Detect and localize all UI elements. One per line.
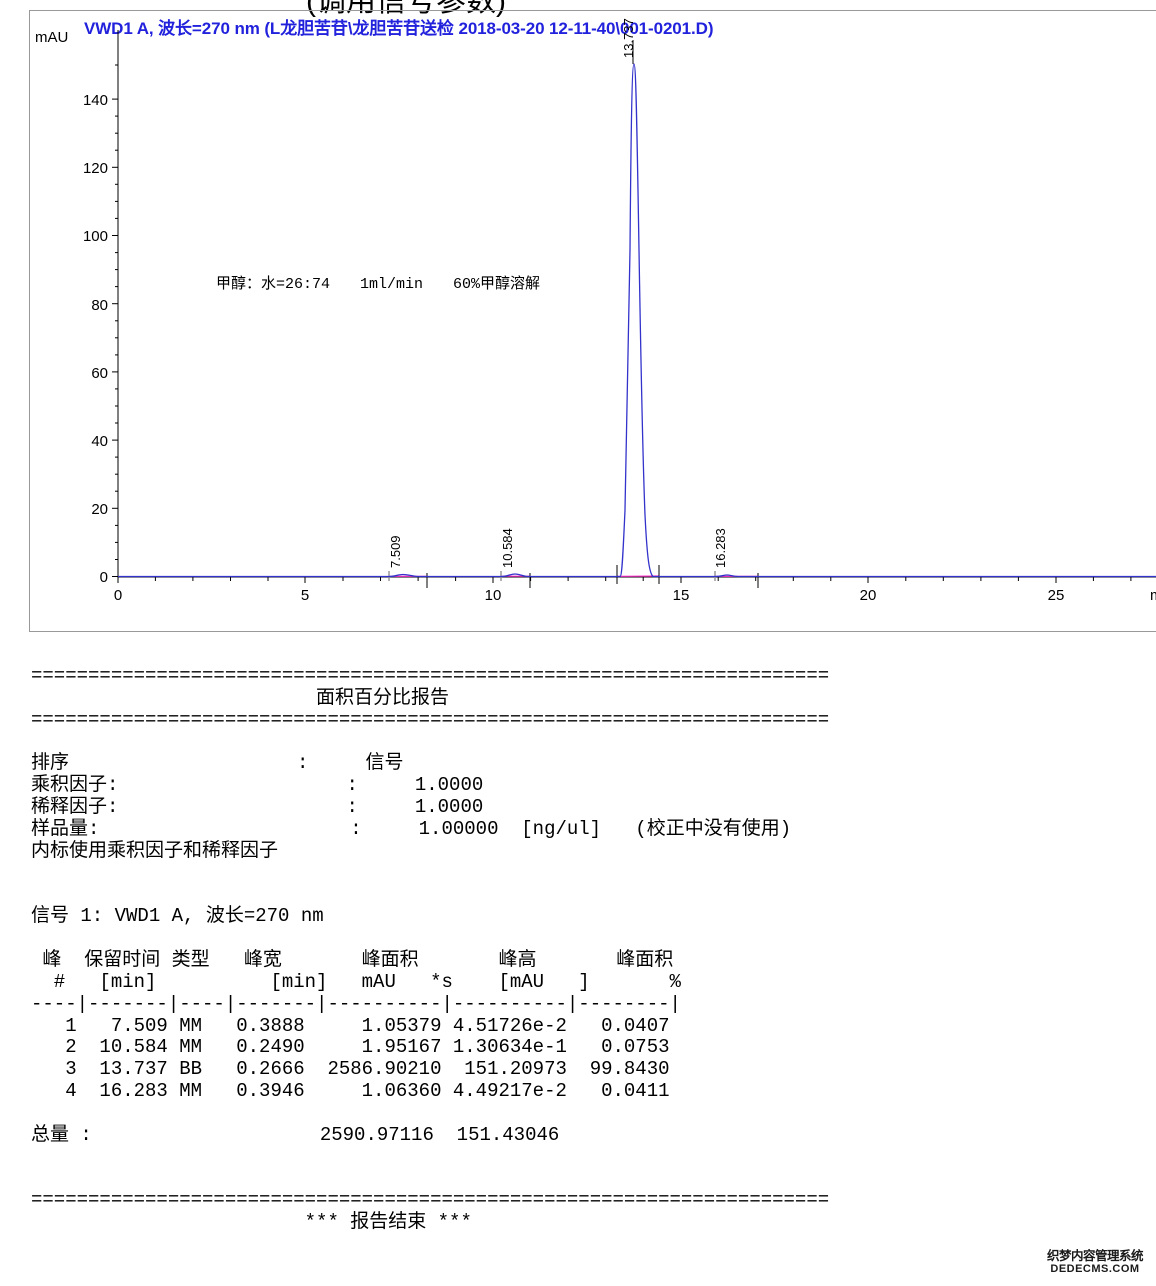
svg-text:15: 15 bbox=[673, 587, 690, 604]
svg-text:20: 20 bbox=[860, 587, 877, 604]
svg-text:10.584: 10.584 bbox=[500, 528, 515, 568]
svg-text:mAU: mAU bbox=[35, 29, 68, 46]
svg-text:m: m bbox=[1150, 587, 1156, 604]
svg-text:60: 60 bbox=[91, 365, 108, 382]
svg-text:13.737: 13.737 bbox=[621, 18, 636, 58]
svg-text:5: 5 bbox=[301, 587, 309, 604]
svg-text:20: 20 bbox=[91, 501, 108, 518]
svg-text:100: 100 bbox=[83, 228, 108, 245]
svg-text:80: 80 bbox=[91, 297, 108, 314]
svg-text:25: 25 bbox=[1048, 587, 1065, 604]
svg-text:120: 120 bbox=[83, 160, 108, 177]
svg-text:10: 10 bbox=[485, 587, 502, 604]
svg-text:7.509: 7.509 bbox=[388, 535, 403, 568]
svg-text:40: 40 bbox=[91, 433, 108, 450]
svg-text:16.283: 16.283 bbox=[713, 528, 728, 568]
svg-text:140: 140 bbox=[83, 92, 108, 109]
svg-text:0: 0 bbox=[100, 569, 108, 586]
svg-text:0: 0 bbox=[114, 587, 122, 604]
